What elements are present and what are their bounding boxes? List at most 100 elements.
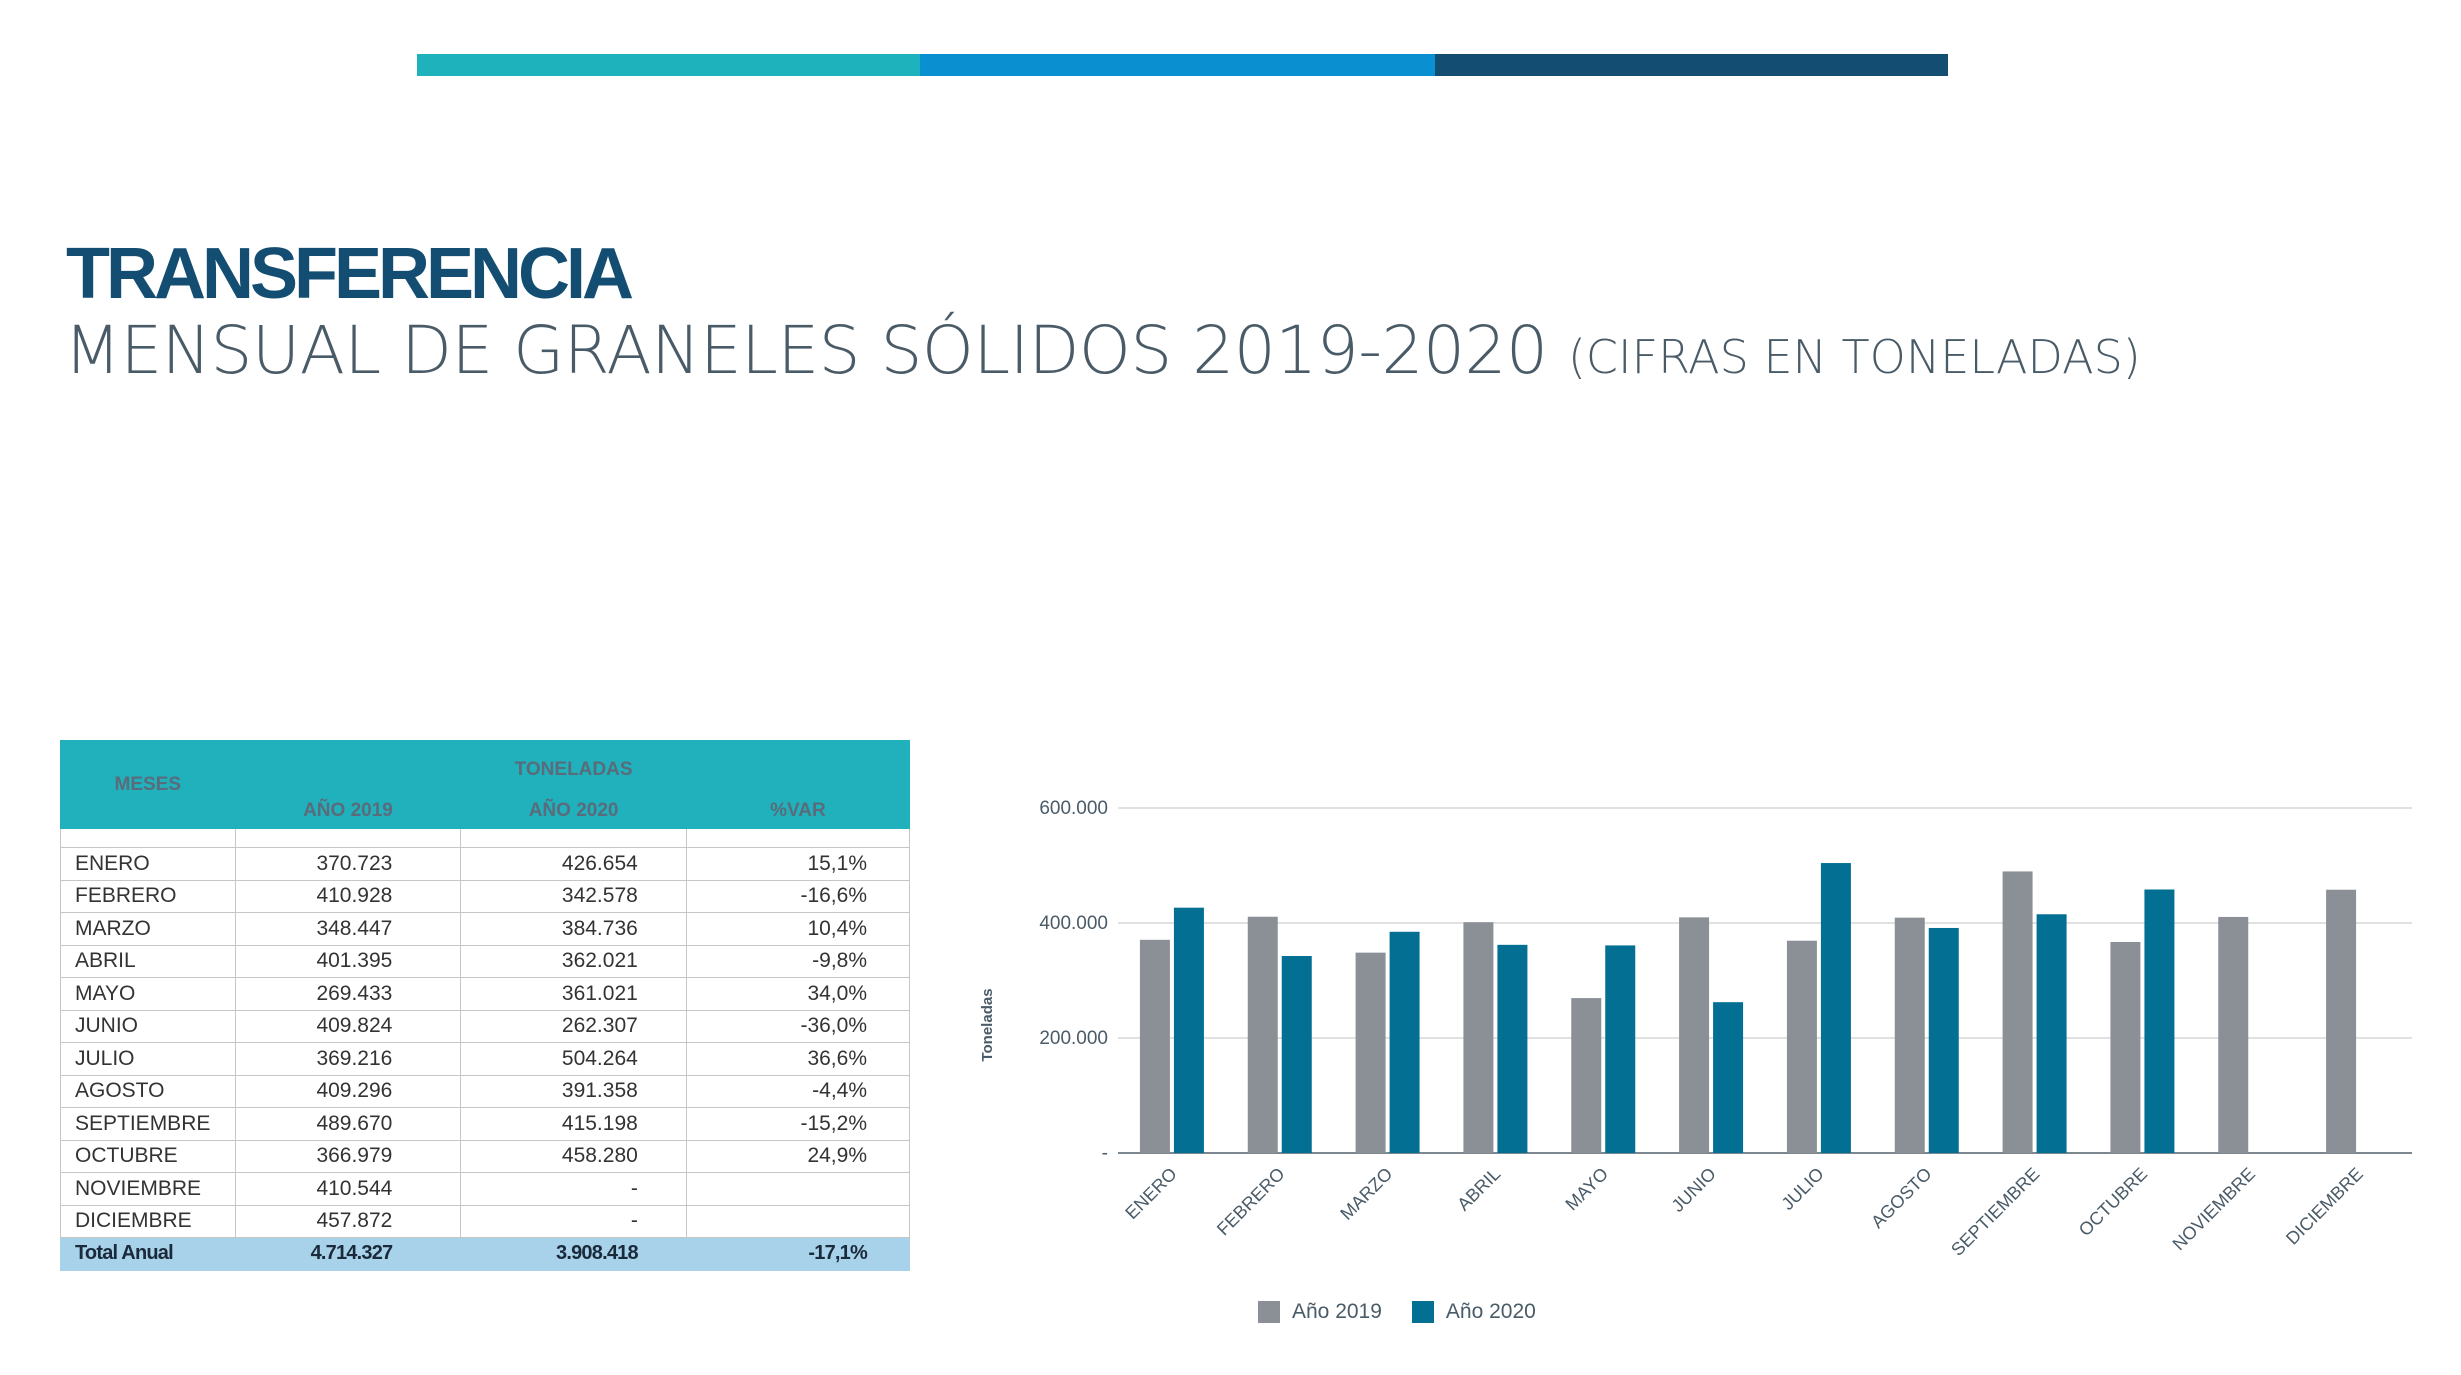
table-cell-month: FEBRERO [60, 879, 236, 913]
bar-2019 [2218, 916, 2249, 1153]
bar-2019 [1139, 939, 1170, 1153]
bar-2019 [1247, 916, 1278, 1153]
x-tick-label: JUNIO [1668, 1164, 1720, 1216]
table-cell-month: SEPTIEMBRE [60, 1107, 236, 1141]
table-cell-var [685, 1204, 911, 1238]
subtitle-main: MENSUAL DE GRANELES SÓLIDOS [64, 312, 1172, 389]
x-tick-label: JULIO [1778, 1164, 1828, 1214]
table-cell-2019: 410.544 [234, 1172, 462, 1206]
col-header-2019: AÑO 2019 [234, 781, 462, 829]
table-cell-2019: 269.433 [234, 977, 462, 1011]
bar-2019 [2002, 871, 2033, 1153]
table-row: MAYO 269.433 361.021 34,0% [60, 977, 911, 1011]
x-tick-label: ABRIL [1453, 1164, 1504, 1215]
x-tick-label: MAYO [1561, 1164, 1612, 1215]
bar-2020 [1928, 927, 1959, 1153]
x-tick-label: FEBRERO [1213, 1164, 1289, 1240]
y-tick-label: - [1102, 1143, 1108, 1164]
bar-2019 [1894, 917, 1925, 1153]
table-cell-var: -16,6% [685, 879, 911, 913]
table-cell-var: -4,4% [685, 1074, 911, 1108]
total-label: Total Anual [60, 1237, 236, 1271]
bar-2019 [2326, 889, 2357, 1153]
legend-label-2019: Año 2019 [1292, 1300, 1382, 1323]
table-cell-2020: 361.021 [460, 977, 687, 1011]
x-tick-label: OCTUBRE [2075, 1164, 2151, 1240]
table-row: JULIO 369.216 504.264 36,6% [60, 1042, 911, 1076]
table-cell-var: 34,0% [685, 977, 911, 1011]
y-tick-label: 400.000 [1039, 913, 1108, 934]
bar-2020 [1281, 956, 1312, 1153]
y-tick-label: 200.000 [1039, 1028, 1108, 1049]
table-cell-var: 15,1% [685, 847, 911, 881]
legend-label-2020: Año 2020 [1445, 1300, 1536, 1323]
table-row: AGOSTO 409.296 391.358 -4,4% [60, 1074, 911, 1108]
table-cell-2020: 504.264 [460, 1042, 687, 1076]
x-tick-label: AGOSTO [1867, 1164, 1935, 1232]
table-cell-var: -15,2% [685, 1107, 911, 1141]
col-header-spacer-2 [685, 740, 911, 782]
table-cell-month: JULIO [60, 1042, 236, 1076]
total-var: -17,1% [685, 1237, 911, 1271]
table-cell-2019: 348.447 [234, 912, 462, 946]
table-row: DICIEMBRE 457.872- [60, 1204, 911, 1238]
table-row: MARZO 348.447 384.736 10,4% [60, 912, 911, 946]
col-header-months: MESES [60, 740, 236, 829]
bar-2020 [2144, 889, 2175, 1153]
total-2020: 3.908.418 [460, 1237, 687, 1271]
col-header-spacer [234, 740, 462, 782]
bar-2019 [1571, 998, 1602, 1153]
bar-2020 [1605, 945, 1636, 1153]
data-table: MESES TONELADAS AÑO 2019 AÑO 2020 %VAR E… [60, 740, 911, 1271]
subtitle-note: (CIFRAS EN TONELADAS) [1567, 330, 2141, 384]
x-tick-label: NOVIEMBRE [2169, 1164, 2260, 1255]
table-cell-2020: 262.307 [460, 1009, 687, 1043]
bar-2020 [2036, 914, 2067, 1153]
table-cell-2020: 458.280 [460, 1139, 687, 1173]
y-axis-label: Toneladas [979, 988, 996, 1061]
table-row: ENERO 370.723 426.654 15,1% [60, 847, 911, 881]
table-cell-2019: 457.872 [234, 1204, 462, 1238]
bar-2019 [2110, 941, 2141, 1153]
bar-2019 [1463, 922, 1494, 1153]
table-cell-2020: 391.358 [460, 1074, 687, 1108]
table-cell-2020: 384.736 [460, 912, 687, 946]
x-tick-label: SEPTIEMBRE [1947, 1164, 2043, 1260]
table-spacer-row [60, 828, 911, 848]
table-cell-month: DICIEMBRE [60, 1204, 236, 1238]
table-row: FEBRERO 410.928 342.578 -16,6% [60, 879, 911, 913]
bar-2020 [1497, 944, 1528, 1153]
table-cell-2019: 410.928 [234, 879, 462, 913]
table-cell-2020: 415.198 [460, 1107, 687, 1141]
chart-legend: Año 2019 Año 2020 [1258, 1300, 1536, 1324]
table-cell-var: 36,6% [685, 1042, 911, 1076]
x-tick-label: MARZO [1336, 1164, 1396, 1224]
legend-item-2020: Año 2020 [1411, 1300, 1536, 1324]
legend-item-2019: Año 2019 [1258, 1300, 1382, 1324]
top-accent-bar [417, 54, 1948, 76]
bar-2020 [1713, 1002, 1744, 1153]
page-subtitle: MENSUAL DE GRANELES SÓLIDOS 2019-2020 (C… [64, 318, 2141, 384]
bar-2019 [1786, 940, 1817, 1153]
x-tick-label: DICIEMBRE [2282, 1164, 2367, 1249]
col-header-2020: AÑO 2020 [460, 781, 687, 829]
bar-2019 [1355, 952, 1386, 1153]
bar-2020 [1820, 863, 1851, 1153]
table-cell-month: MARZO [60, 912, 236, 946]
bar-2019 [1679, 917, 1710, 1153]
table-cell-2020: - [460, 1172, 687, 1206]
accent-segment-blue [920, 54, 1435, 76]
table-cell-2019: 489.670 [234, 1107, 462, 1141]
legend-swatch-2020 [1411, 1301, 1434, 1323]
table-cell-2019: 370.723 [234, 847, 462, 881]
table-row: SEPTIEMBRE 489.670 415.198 -15,2% [60, 1107, 911, 1141]
subtitle-years: 2019-2020 [1192, 312, 1548, 389]
table-row: ABRIL 401.395 362.021 -9,8% [60, 944, 911, 978]
col-header-group: TONELADAS [460, 740, 687, 782]
col-header-var: %VAR [685, 781, 911, 829]
accent-segment-navy [1435, 54, 1948, 76]
table-cell-2020: 342.578 [460, 879, 687, 913]
legend-swatch-2019 [1258, 1301, 1280, 1323]
total-2019: 4.714.327 [234, 1237, 462, 1271]
